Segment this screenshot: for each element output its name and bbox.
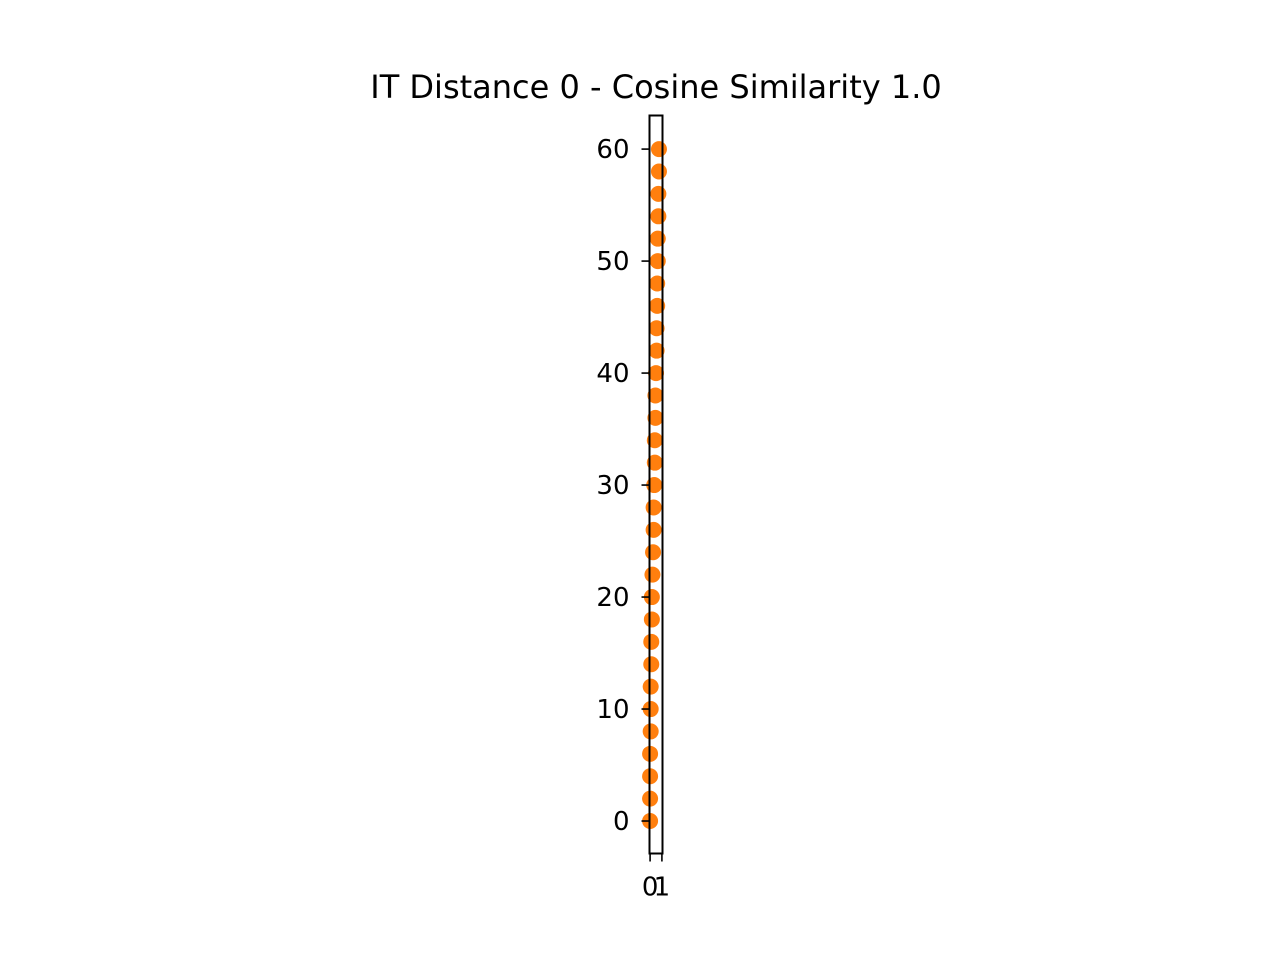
scatter-point: [643, 633, 660, 650]
y-tick-label: 50: [596, 247, 629, 277]
scatter-point: [647, 387, 664, 404]
scatter-point: [643, 656, 660, 673]
scatter-point: [648, 342, 665, 359]
scatter-point: [650, 163, 667, 180]
scatter-point: [644, 566, 661, 583]
scatter-point: [643, 611, 660, 628]
axes-frame: [648, 114, 664, 855]
x-axis: 01: [642, 853, 671, 903]
y-tick-label: 40: [596, 359, 629, 389]
x-tick-label: 0: [642, 873, 659, 903]
scatter-point: [649, 297, 666, 314]
y-tick-label: 30: [596, 471, 629, 501]
scatter-point: [650, 208, 667, 225]
scatter-point: [642, 701, 659, 718]
scatter-point: [648, 320, 665, 337]
scatter-point: [645, 499, 662, 516]
scatter-point: [642, 723, 659, 740]
y-tick-label: 60: [596, 135, 629, 165]
scatter-point: [645, 521, 662, 538]
x-tick-label: 1: [654, 873, 671, 903]
scatter-point: [650, 141, 667, 158]
y-axis: 0 10 20 30 40 50 60: [596, 135, 650, 837]
chart-title: IT Distance 0 - Cosine Similarity 1.0: [370, 68, 941, 106]
scatter-point: [648, 365, 664, 382]
y-tick-label: 10: [596, 695, 629, 725]
y-tick-label: 0: [613, 807, 630, 837]
scatter-point: [643, 589, 660, 606]
scatter-point: [650, 185, 667, 202]
scatter-point: [646, 454, 663, 471]
scatter-point: [642, 678, 659, 695]
scatter-point: [649, 275, 666, 292]
scatter-point: [647, 409, 664, 426]
scatter-point: [646, 432, 663, 449]
scatter-point: [645, 544, 662, 561]
y-tick-label: 20: [596, 583, 629, 613]
